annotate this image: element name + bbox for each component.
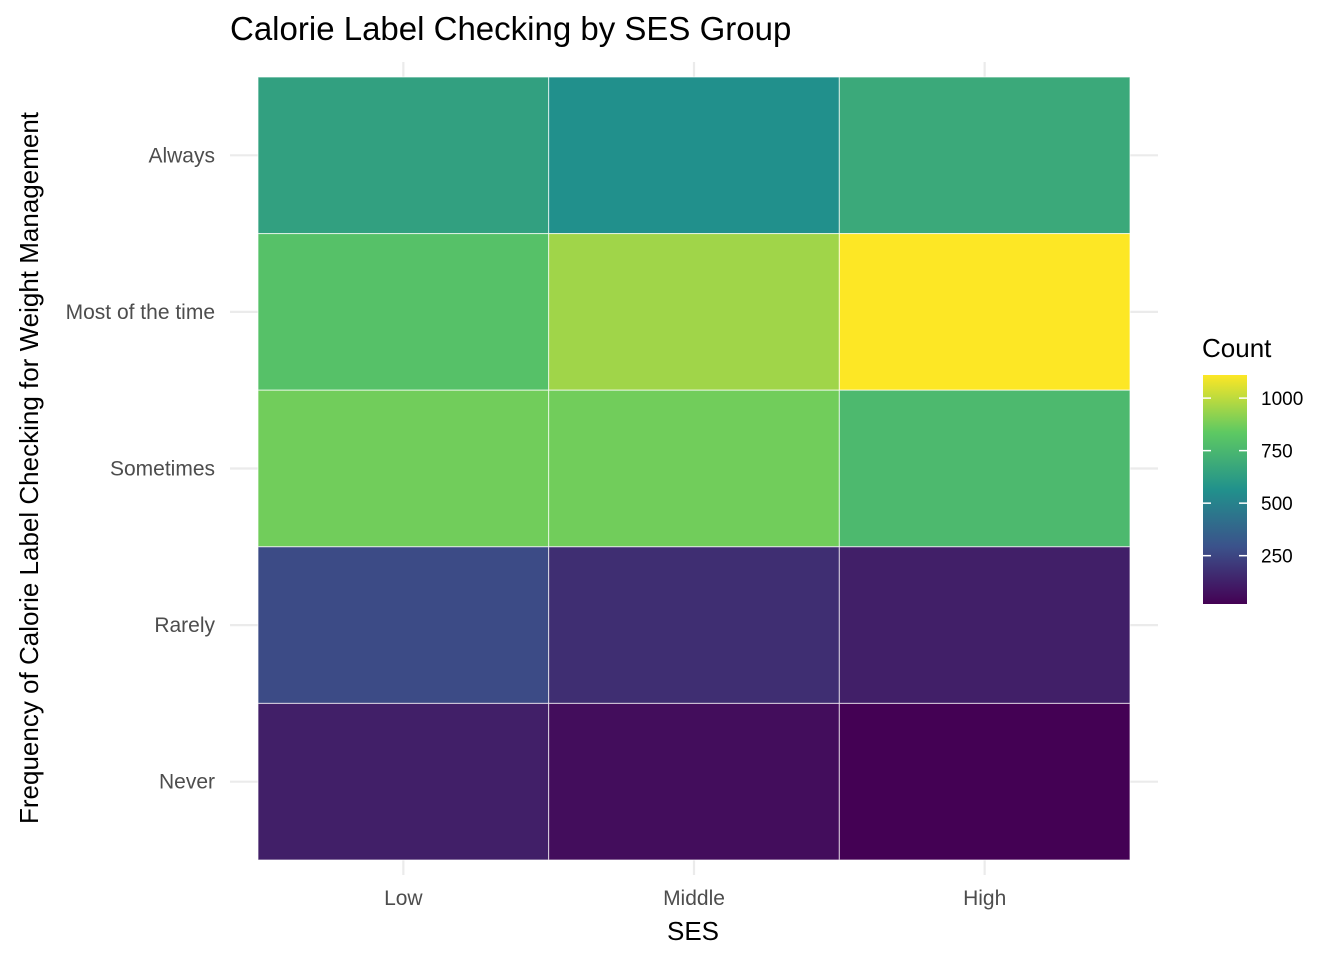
x-tick-label: High [963,887,1006,910]
heatmap-cell [838,76,1131,235]
chart-title: Calorie Label Checking by SES Group [230,10,791,47]
color-legend: Count 250 500 750 1000 [1202,333,1303,604]
heatmap-cell [257,546,550,704]
x-axis-title: SES [667,916,719,946]
legend-tick-label: 750 [1261,442,1293,463]
x-tick-labels: Low Middle High [384,887,1006,910]
heatmap-cell [838,389,1131,548]
heatmap-cells [257,76,1131,861]
y-tick-label: Rarely [154,614,215,637]
legend-tick-label: 1000 [1261,389,1303,410]
x-tick-label: Low [384,887,423,910]
legend-colorbar [1203,375,1247,604]
y-tick-label: Most of the time [66,301,215,324]
legend-title: Count [1202,333,1272,363]
heatmap-cell [548,389,840,548]
y-tick-label: Always [148,144,215,167]
heatmap-cell [548,76,840,235]
heatmap-cell [548,702,840,861]
heatmap-cell [548,546,840,704]
x-tick-label: Middle [663,887,725,910]
heatmap-cell [548,233,840,391]
y-axis-title: Frequency of Calorie Label Checking for … [14,111,44,824]
legend-tick-label: 500 [1261,494,1293,515]
heatmap-cell [257,76,550,235]
legend-tick-label: 250 [1261,547,1293,568]
heatmap-cell [838,546,1131,704]
heatmap-cell [257,702,550,861]
y-tick-labels: Always Most of the time Sometimes Rarely Nev… [66,144,216,793]
heatmap-cell [257,389,550,548]
heatmap-cell [838,702,1131,861]
heatmap-cell [257,233,550,391]
y-tick-label: Never [159,771,215,794]
y-tick-label: Sometimes [110,458,215,481]
heatmap-cell [838,233,1131,391]
legend-ticks: 250 500 750 1000 [1203,389,1303,568]
